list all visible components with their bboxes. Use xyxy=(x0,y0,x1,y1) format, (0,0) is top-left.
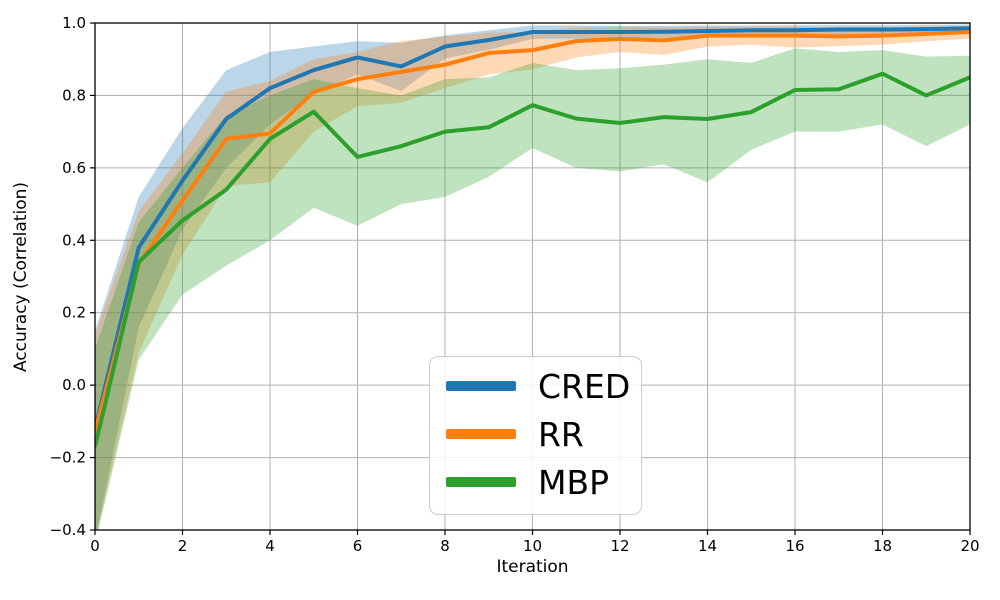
y-tick-label: −0.4 xyxy=(50,521,86,539)
x-tick-label: 0 xyxy=(90,537,100,555)
legend: CRED RR MBP xyxy=(429,356,642,515)
axis-ticks: 0 2 4 6 8 10 12 14 16 18 20 −0.4 −0.2 0.0 0.2 0.4 0.6 0.8… xyxy=(50,14,980,555)
series-line-mbp xyxy=(95,71,970,448)
series-line-rr xyxy=(95,30,970,433)
y-tick-label: 0.4 xyxy=(62,231,86,249)
legend-swatch-cred-line xyxy=(446,381,516,391)
x-tick-label: 18 xyxy=(873,537,892,555)
legend-swatch-mbp-line xyxy=(446,477,516,487)
x-tick-label: 4 xyxy=(265,537,275,555)
series-line-cred xyxy=(95,26,970,430)
x-tick-label: 8 xyxy=(440,537,450,555)
y-axis-label: Accuracy (Correlation) xyxy=(11,181,31,373)
y-tick-label: 0.8 xyxy=(62,86,86,104)
legend-item-mbp: MBP xyxy=(446,466,641,499)
x-tick-label: 12 xyxy=(610,537,629,555)
y-tick-label: −0.2 xyxy=(50,449,86,467)
confidence-band-mbp xyxy=(95,48,970,530)
legend-label-mbp: MBP xyxy=(538,462,610,502)
series-lines xyxy=(95,26,970,448)
legend-item-cred: CRED xyxy=(446,370,641,403)
x-tick-label: 2 xyxy=(178,537,188,555)
x-tick-label: 10 xyxy=(523,537,542,555)
legend-swatch-rr-line xyxy=(446,429,516,439)
legend-item-rr: RR xyxy=(446,418,641,451)
x-tick-label: 16 xyxy=(785,537,804,555)
legend-label-rr: RR xyxy=(538,414,584,454)
y-tick-label: 0.2 xyxy=(62,304,86,322)
legend-label-cred: CRED xyxy=(538,366,631,406)
x-axis-label: Iteration xyxy=(496,557,569,577)
y-tick-label: 1.0 xyxy=(62,14,86,32)
y-tick-label: 0.6 xyxy=(62,159,86,177)
y-tick-label: 0.0 xyxy=(62,376,86,394)
x-tick-label: 14 xyxy=(698,537,717,555)
x-tick-label: 20 xyxy=(960,537,979,555)
confidence-bands xyxy=(95,24,970,530)
x-tick-label: 6 xyxy=(353,537,363,555)
